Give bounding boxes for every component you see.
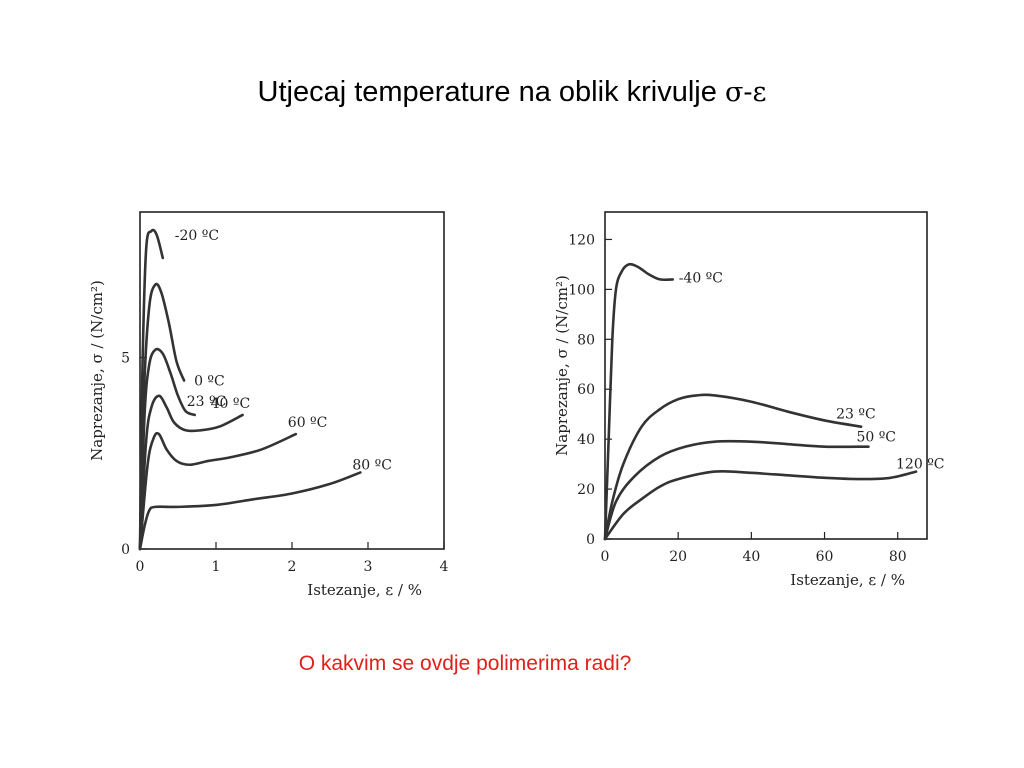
chart-left: 0 1 2 3 4 0 5 Istezanje, ε / % Naprezanje, σ / (… — [88, 211, 449, 599]
series-label: -40 ºC — [679, 270, 723, 286]
y-tick-label: 40 — [577, 432, 595, 448]
series-line — [603, 469, 918, 541]
slide-title-symbol: σ-ε — [724, 77, 767, 108]
y-tick-label: 5 — [121, 351, 130, 367]
series-line — [603, 393, 863, 541]
slide-title: Utjecaj temperature na oblik krivulje σ-… — [0, 76, 1024, 109]
plot-frame — [139, 211, 445, 550]
x-tick-label: 60 — [816, 549, 834, 565]
series-line — [138, 431, 298, 551]
y-tick-label: 60 — [577, 382, 595, 398]
series-label: 0 ºC — [194, 374, 225, 390]
series-line — [138, 471, 362, 551]
series-line — [138, 394, 244, 551]
y-tick-label: 0 — [586, 532, 595, 548]
y-axis-label: Naprezanje, σ / (N/cm²) — [88, 280, 106, 461]
y-tick-label: 20 — [577, 482, 595, 498]
series-label: 120 ºC — [896, 457, 944, 473]
x-tick-label: 1 — [212, 559, 221, 575]
y-tick-label: 0 — [121, 542, 130, 558]
x-tick-label: 20 — [669, 549, 687, 565]
series-line — [603, 262, 674, 541]
plot-frame — [604, 211, 928, 540]
x-tick-label: 4 — [440, 559, 449, 575]
series-label: 23 ºC — [836, 407, 876, 423]
series-label: 80 ºC — [352, 457, 392, 473]
series-label: 60 ºC — [288, 415, 328, 431]
x-tick-label: 0 — [601, 549, 610, 565]
series-label: 50 ºC — [856, 430, 896, 446]
x-axis-label: Istezanje, ε / % — [307, 581, 422, 599]
x-tick-label: 0 — [136, 559, 145, 575]
series-label: 40 ºC — [211, 396, 251, 412]
series-line — [138, 347, 197, 551]
x-tick-label: 3 — [364, 559, 373, 575]
series-label: -20 ºC — [175, 228, 219, 244]
x-tick-label: 80 — [889, 549, 907, 565]
y-axis-label: Naprezanje, σ / (N/cm²) — [553, 275, 571, 456]
slide-title-text: Utjecaj temperature na oblik krivulje — [257, 76, 725, 108]
y-tick-label: 120 — [568, 232, 595, 248]
y-tick-label: 100 — [568, 282, 595, 298]
series-line — [138, 282, 186, 551]
x-axis-label: Istezanje, ε / % — [790, 571, 905, 589]
x-tick-label: 2 — [288, 559, 297, 575]
x-tick-label: 40 — [742, 549, 760, 565]
y-tick-label: 80 — [577, 332, 595, 348]
series-label: 23 ºC — [187, 394, 227, 410]
series-line — [603, 439, 870, 541]
question-text: O kakvim se ovdje polimerima radi? — [298, 652, 632, 675]
chart-right: 0 20 40 60 80 0 20 40 60 80 100 120 Istezanje, ε / %… — [553, 211, 944, 589]
